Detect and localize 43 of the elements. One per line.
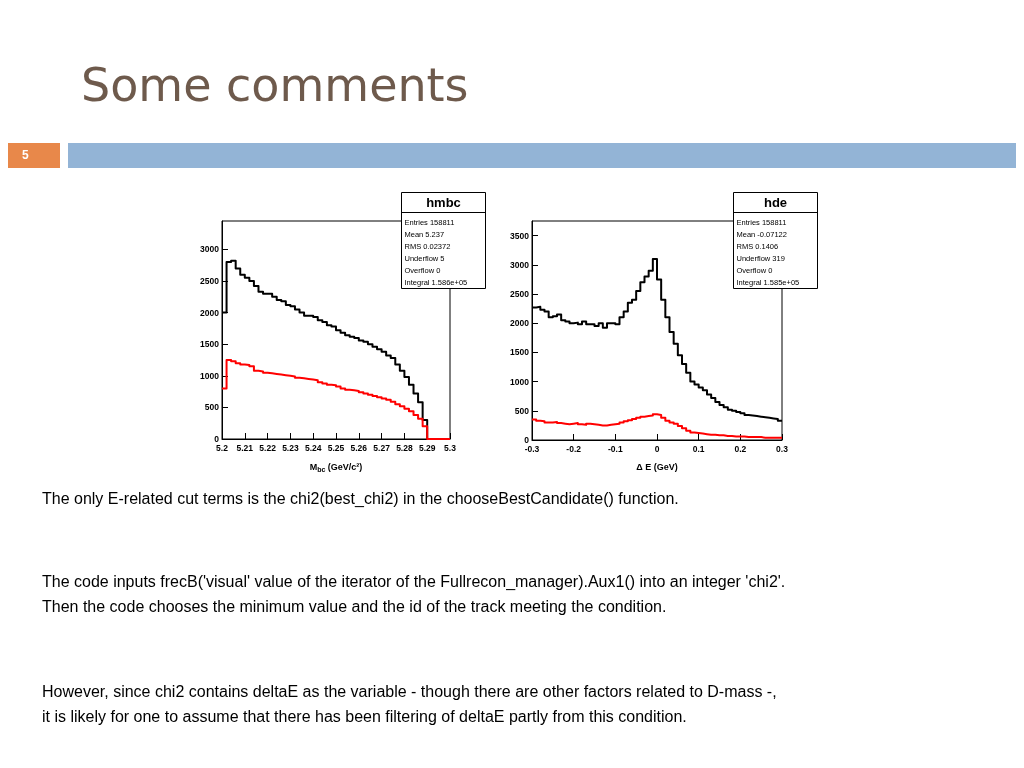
x-tick-label: 5.29 — [418, 442, 436, 453]
chart-title: hde — [763, 195, 788, 210]
x-tick-label: 5.21 — [236, 442, 254, 453]
x-tick-label: 5.26 — [350, 442, 368, 453]
text: However, since chi2 contains deltaE as the variable - though there are other factors related to D-mass -, — [42, 683, 777, 701]
text: it is likely for one to assume that there has been filtering of deltaE partly from this condition. — [42, 708, 687, 726]
x-axis-title: Δ E (GeV) — [636, 461, 678, 472]
x-tick-label: -0.1 — [608, 443, 623, 454]
x-tick-label: 5.24 — [304, 442, 322, 453]
x-tick-label: 5.2 — [216, 442, 229, 453]
y-tick-label: 1500 — [200, 339, 220, 350]
y-tick-label: 1000 — [200, 370, 220, 381]
x-tick-label: -0.2 — [566, 443, 582, 454]
text: Then the code chooses the minimum value and the id of the track meeting the condition. — [42, 598, 667, 616]
x-tick-label: -0.3 — [524, 443, 540, 454]
text: The code inputs frecB('visual' value of the iterator of the Fullrecon_manager).Aux1() into an integer 'chi2'. — [42, 573, 786, 591]
y-tick-label: 0 — [524, 435, 530, 445]
x-tick-label: 0.1 — [692, 443, 705, 454]
y-tick-label: 0 — [214, 434, 220, 444]
text: The only E-related cut terms is the chi2(best_chi2) in the chooseBestCandidate() function. — [42, 490, 679, 508]
x-tick-label: 0.3 — [776, 443, 789, 454]
y-tick-label: 1500 — [510, 347, 530, 358]
y-tick-label: 500 — [204, 402, 220, 413]
x-tick-label: 5.22 — [259, 442, 277, 453]
y-tick-label: 2500 — [200, 276, 220, 287]
x-tick-label: 0.2 — [734, 443, 747, 454]
x-tick-label: 0 — [654, 443, 660, 454]
x-tick-label: 5.3 — [444, 442, 457, 453]
y-tick-label: 1000 — [510, 376, 530, 387]
x-tick-label: 5.25 — [327, 442, 345, 453]
text: 5 — [22, 148, 29, 162]
x-tick-label: 5.28 — [396, 442, 413, 453]
chart-title: hmbc — [426, 195, 461, 210]
y-tick-label: 3000 — [200, 244, 220, 255]
x-tick-label: 5.23 — [282, 442, 299, 453]
y-tick-label: 2000 — [510, 318, 530, 329]
y-tick-label: 3500 — [510, 230, 530, 241]
y-tick-label: 3000 — [510, 259, 530, 270]
y-tick-label: 2500 — [510, 289, 530, 299]
y-tick-label: 2000 — [200, 307, 220, 318]
x-tick-label: 5.27 — [373, 442, 391, 453]
y-tick-label: 500 — [514, 405, 530, 416]
text: Some comments — [81, 58, 469, 112]
